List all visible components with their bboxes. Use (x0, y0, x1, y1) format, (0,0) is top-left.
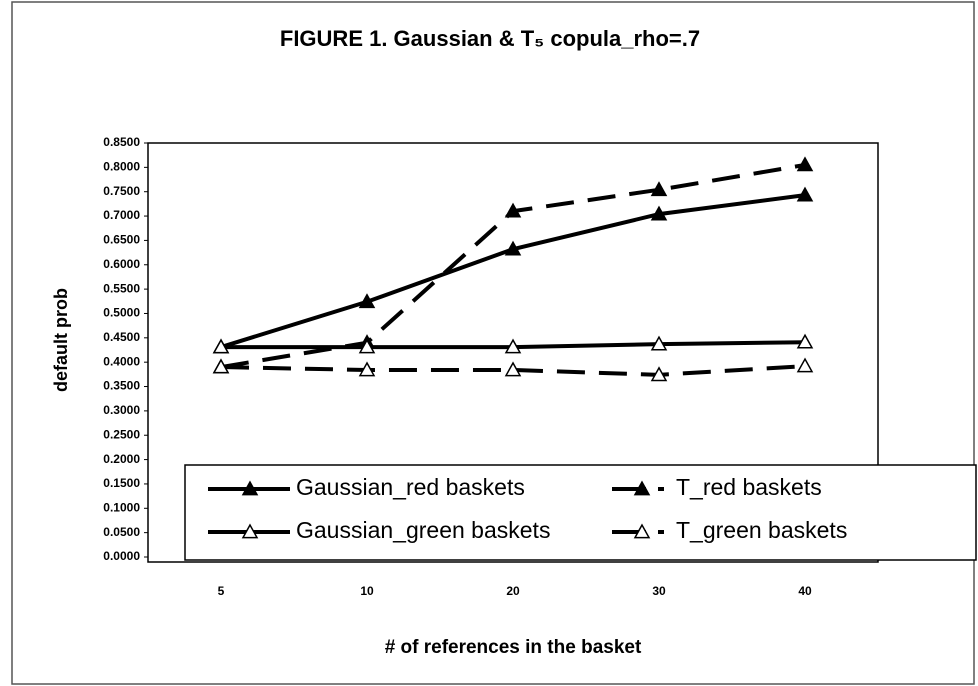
x-axis-label: # of references in the basket (385, 637, 642, 658)
series-line (220, 162, 806, 370)
y-axis-label: default prob (51, 288, 71, 392)
marker (796, 357, 814, 373)
y-tick-label: 0.3500 (103, 379, 140, 393)
series-line (220, 364, 806, 377)
y-tick-label: 0.6000 (103, 257, 140, 271)
y-tick-label: 0.0500 (103, 525, 140, 539)
legend-marker (633, 480, 651, 496)
y-tick-label: 0.5000 (103, 306, 140, 320)
legend-marker (633, 523, 651, 539)
marker (358, 293, 376, 309)
x-tick-label: 10 (360, 584, 374, 598)
y-tick-label: 0.3000 (103, 403, 140, 417)
marker (504, 361, 522, 377)
marker (358, 361, 376, 377)
y-tick-label: 0.1000 (103, 500, 140, 514)
y-tick-label: 0.0000 (103, 549, 140, 563)
marker (504, 202, 522, 218)
marker (212, 358, 230, 374)
marker (796, 156, 814, 172)
legend-label: Gaussian_green baskets (296, 517, 550, 543)
legend-marker (241, 480, 259, 496)
y-tick-label: 0.4000 (103, 354, 140, 368)
y-tick-label: 0.1500 (103, 476, 140, 490)
y-tick-label: 0.2500 (103, 427, 140, 441)
marker (796, 333, 814, 349)
plot-frame (147, 142, 879, 563)
marker (796, 186, 814, 202)
y-tick-label: 0.5500 (103, 281, 140, 295)
marker (504, 240, 522, 256)
y-tick-label: 0.2000 (103, 452, 140, 466)
chart-title: FIGURE 1. Gaussian & T₅ copula_rho=.7 (280, 26, 700, 51)
y-tick-label: 0.7000 (103, 208, 140, 222)
y-tick-label: 0.8000 (103, 160, 140, 174)
chart-border (11, 1, 975, 685)
x-tick-label: 20 (506, 584, 520, 598)
y-tick-label: 0.7500 (103, 184, 140, 198)
series-line (220, 193, 806, 349)
legend-label: T_green baskets (676, 517, 847, 543)
legend-label: Gaussian_red baskets (296, 474, 525, 500)
marker (212, 338, 230, 354)
legend-marker (241, 523, 259, 539)
marker (650, 205, 668, 221)
y-tick-label: 0.6500 (103, 233, 140, 247)
marker (650, 181, 668, 197)
marker (650, 335, 668, 351)
legend-box (184, 464, 977, 561)
marker (358, 338, 376, 354)
x-tick-label: 30 (652, 584, 666, 598)
x-tick-label: 40 (798, 584, 812, 598)
y-tick-label: 0.4500 (103, 330, 140, 344)
x-tick-label: 5 (218, 584, 225, 598)
legend-label: T_red baskets (676, 474, 822, 500)
y-tick-label: 0.8500 (103, 135, 140, 149)
marker (650, 366, 668, 382)
marker (504, 338, 522, 354)
